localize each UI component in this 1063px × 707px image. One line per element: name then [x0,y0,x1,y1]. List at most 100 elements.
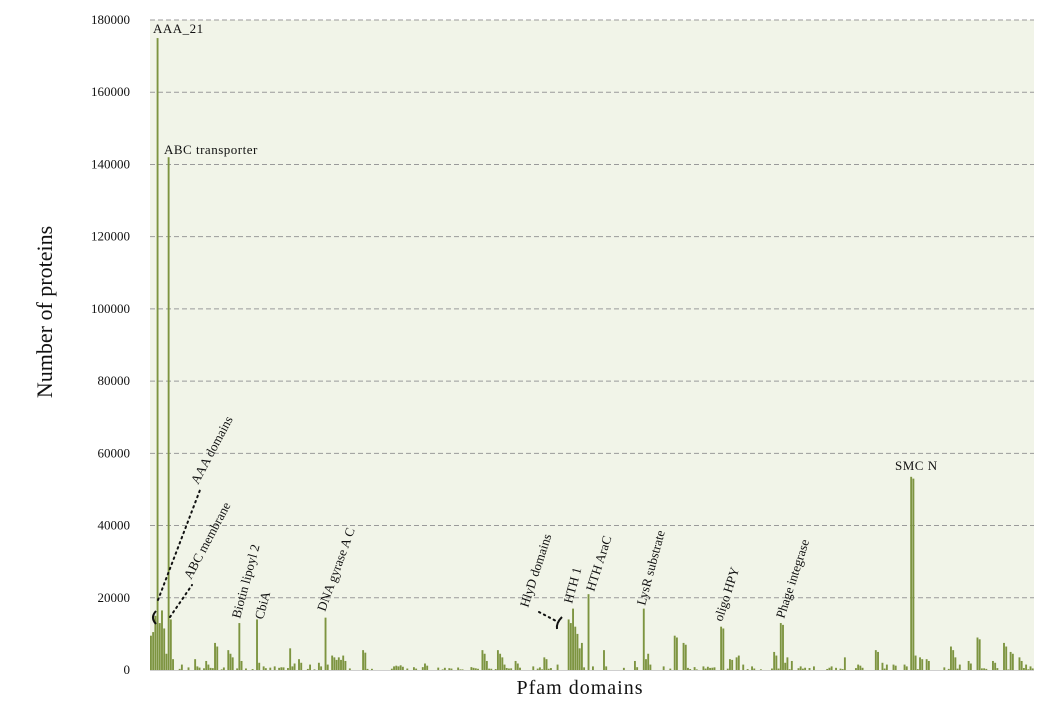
bar [905,666,908,670]
bar [751,666,753,670]
bar [152,632,155,670]
bar [536,668,539,670]
bar [306,668,309,670]
bar [682,642,685,670]
bar [556,664,559,670]
bar [441,669,444,670]
bar [885,664,888,670]
bar [287,668,289,670]
bar [759,669,762,670]
bar [737,655,740,670]
bar [662,666,665,670]
bar [835,667,837,670]
bar [342,655,345,670]
bar [1022,668,1025,670]
bar [567,619,570,670]
bar [211,668,214,670]
bar [797,668,800,670]
bar [150,635,152,670]
bar [983,668,986,670]
annotation-leader [169,584,193,618]
bar [291,666,294,670]
bar [919,657,921,670]
y-tick-label: 0 [124,662,131,677]
grid-lines [150,19,1034,599]
bar [702,666,705,670]
bar [262,666,265,670]
bar [574,626,577,670]
bar [883,668,886,670]
bar [457,667,460,670]
bar [709,667,712,670]
y-tick-label: 40000 [98,518,131,533]
bar [706,666,709,670]
bar [545,659,548,670]
y-tick-label: 160000 [91,84,130,99]
bar [333,657,336,670]
bar [903,664,906,670]
bar [958,664,961,670]
bar [229,653,232,670]
bar [320,666,323,670]
bar [687,667,689,670]
plot-background [150,20,1034,670]
bar [477,668,479,670]
bar [801,668,804,670]
bar [161,610,163,670]
bar [775,655,778,670]
y-axis-title: Number of proteins [32,226,57,398]
bar [954,657,957,670]
bar [722,628,725,670]
bar [289,648,292,670]
bar [165,653,168,670]
bar [828,667,831,670]
bar [541,669,544,670]
bar [205,660,208,670]
bar [861,667,864,670]
bar [273,666,276,670]
bar [366,668,369,670]
bar [799,666,802,670]
annotation-leader [157,489,201,601]
bar [808,667,811,670]
bar [753,668,756,670]
bar [207,664,210,670]
bar [1009,651,1012,670]
y-axis: 0 20000 40000 60000 80000 100000 120000 140000 1… [91,12,1034,677]
bar [877,651,879,670]
bar [947,668,950,670]
bar [720,626,723,670]
annotation-label: SMC N [895,458,938,473]
bar [771,668,773,670]
bar [773,651,776,670]
bar [485,660,488,670]
bar [180,664,183,670]
bar [401,666,404,670]
bar [576,633,579,670]
bar [532,666,535,670]
bar [300,662,303,670]
bar [684,644,687,670]
bar [437,667,440,670]
bar [169,619,172,670]
bar [505,667,508,670]
bar [996,668,999,670]
bar [813,666,815,670]
bar [994,662,997,670]
bar [777,668,780,670]
bar [782,624,784,670]
bar [406,668,409,670]
bar [245,668,247,670]
bar [622,667,625,670]
bar [583,667,586,670]
bar [519,667,521,670]
bar [280,667,283,670]
bar [673,635,676,670]
bar [481,650,484,670]
bar [459,669,462,670]
bar [324,617,327,670]
bar [231,657,234,670]
bar [474,668,477,670]
bar [362,650,365,670]
